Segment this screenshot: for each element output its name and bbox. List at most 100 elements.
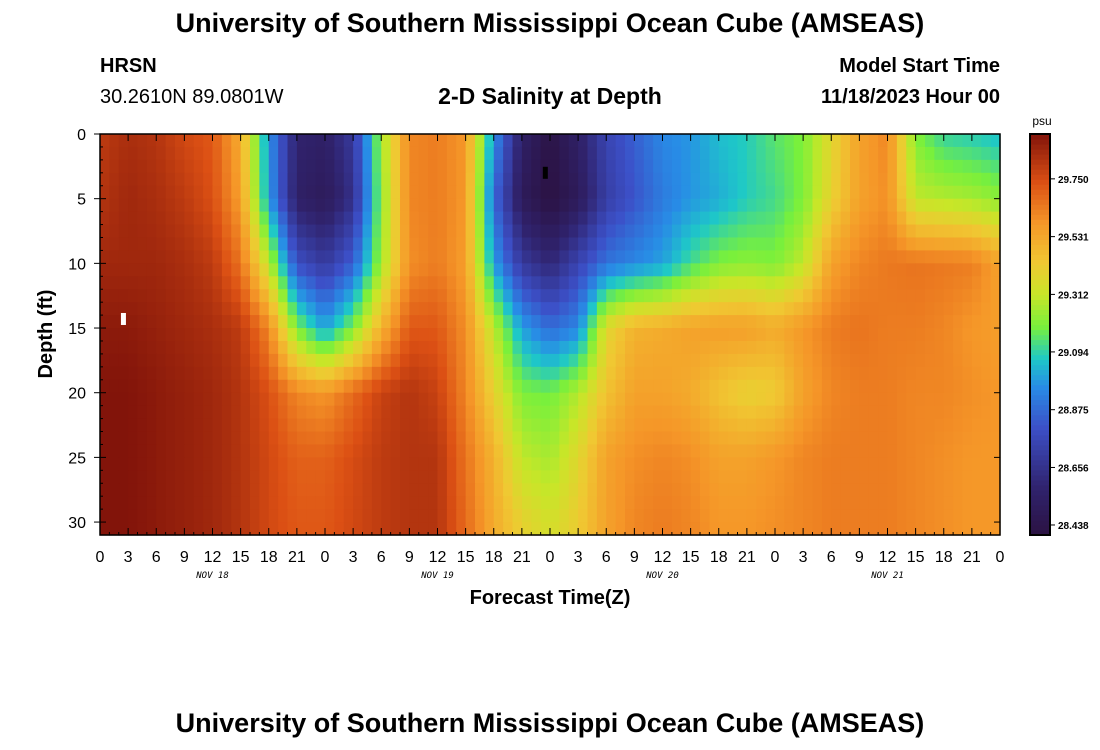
heatmap-cell: [390, 405, 401, 420]
heatmap-cell: [184, 418, 195, 433]
heatmap-cell: [896, 496, 907, 510]
heatmap-cell: [390, 224, 401, 239]
heatmap-cell: [334, 457, 345, 471]
heatmap-cell: [803, 302, 814, 316]
heatmap-cell: [231, 185, 242, 200]
heatmap-cell: [428, 159, 439, 174]
heatmap-cell: [437, 289, 448, 303]
heatmap-cell: [137, 340, 148, 355]
heatmap-cell: [615, 470, 626, 484]
heatmap-cell: [362, 328, 373, 342]
heatmap-cell: [493, 134, 504, 148]
heatmap-cell: [653, 134, 664, 148]
heatmap-cell: [953, 185, 964, 200]
heatmap-cell: [390, 418, 401, 433]
heatmap-cell: [156, 211, 167, 226]
colorbar-tick-label: 29.750: [1058, 175, 1089, 186]
heatmap-cell: [690, 522, 701, 536]
heatmap-cell: [690, 146, 701, 161]
heatmap-cell: [587, 289, 598, 303]
heatmap-cell: [943, 224, 954, 239]
heatmap-cell: [287, 379, 298, 394]
heatmap-cell: [981, 328, 992, 342]
heatmap-cell: [400, 211, 410, 226]
heatmap-cell: [409, 496, 420, 510]
heatmap-cell: [746, 185, 757, 200]
heatmap-cell: [250, 392, 260, 407]
heatmap-cell: [840, 353, 851, 368]
heatmap-cell: [128, 522, 139, 536]
heatmap-cell: [859, 250, 870, 264]
heatmap-cell: [737, 496, 748, 510]
heatmap-cell: [221, 353, 232, 368]
heatmap-cell: [896, 353, 907, 368]
colorbar-segment: [1030, 524, 1050, 531]
heatmap-cell: [625, 457, 635, 471]
heatmap-cell: [550, 457, 560, 471]
heatmap-cell: [137, 250, 148, 264]
heatmap-cell: [559, 353, 570, 368]
heatmap-cell: [137, 405, 148, 420]
heatmap-cell: [831, 483, 842, 497]
heatmap-cell: [765, 405, 776, 420]
heatmap-cell: [915, 457, 926, 471]
heatmap-cell: [606, 250, 617, 264]
heatmap-cell: [521, 315, 532, 329]
heatmap-cell: [109, 146, 120, 161]
heatmap-cell: [484, 315, 495, 329]
heatmap-cell: [446, 444, 457, 458]
heatmap-cell: [493, 211, 504, 226]
heatmap-cell: [240, 211, 251, 226]
heatmap-cell: [446, 198, 457, 213]
heatmap-cell: [521, 457, 532, 471]
heatmap-cell: [353, 431, 364, 446]
heatmap-cell: [765, 237, 776, 252]
heatmap-cell: [953, 159, 964, 174]
heatmap-cell: [662, 224, 673, 239]
heatmap-cell: [325, 392, 335, 407]
heatmap-cell: [353, 250, 364, 264]
heatmap-cell: [765, 392, 776, 407]
heatmap-cell: [568, 405, 579, 420]
heatmap-cell: [371, 457, 382, 471]
heatmap-cell: [981, 470, 992, 484]
heatmap-cell: [934, 263, 945, 277]
heatmap-cell: [231, 470, 242, 484]
heatmap-cell: [831, 509, 842, 523]
heatmap-cell: [906, 431, 917, 446]
colorbar-segment: [1030, 364, 1050, 371]
heatmap-cell: [625, 366, 635, 381]
heatmap-cell: [240, 172, 251, 187]
heatmap-cell: [109, 185, 120, 200]
heatmap-cell: [484, 457, 495, 471]
heatmap-cell: [587, 172, 598, 187]
heatmap-cell: [962, 302, 973, 316]
heatmap-cell: [943, 509, 954, 523]
heatmap-cell: [793, 224, 804, 239]
heatmap-cell: [203, 185, 214, 200]
heatmap-cell: [756, 509, 767, 523]
heatmap-cell: [746, 444, 757, 458]
heatmap-cell: [315, 496, 326, 510]
heatmap-cell: [934, 392, 945, 407]
heatmap-cell: [381, 405, 392, 420]
heatmap-cell: [540, 198, 551, 213]
heatmap-cell: [325, 353, 335, 368]
heatmap-cell: [709, 198, 720, 213]
heatmap-cell: [203, 172, 214, 187]
heatmap-cell: [859, 509, 870, 523]
heatmap-cell: [962, 315, 973, 329]
heatmap-cell: [990, 159, 1001, 174]
heatmap-cell: [559, 276, 570, 290]
heatmap-cell: [287, 353, 298, 368]
heatmap-cell: [850, 250, 860, 264]
heatmap-cell: [587, 315, 598, 329]
heatmap-cell: [531, 457, 542, 471]
heatmap-cell: [887, 237, 898, 252]
heatmap-cell: [878, 457, 889, 471]
heatmap-cell: [653, 224, 664, 239]
heatmap-cell: [812, 379, 823, 394]
heatmap-cell: [203, 263, 214, 277]
heatmap-cell: [146, 431, 157, 446]
heatmap-cell: [784, 302, 795, 316]
